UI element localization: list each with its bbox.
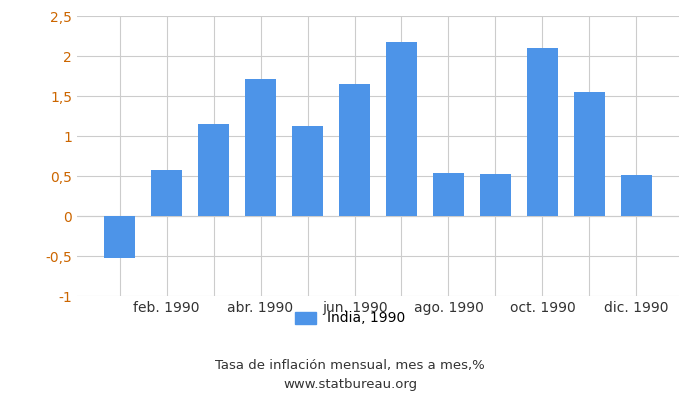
Bar — [245, 79, 276, 216]
Bar — [198, 124, 229, 216]
Bar — [386, 42, 416, 216]
Bar — [527, 48, 558, 216]
Text: www.statbureau.org: www.statbureau.org — [283, 378, 417, 391]
Bar — [621, 175, 652, 216]
Legend: India, 1990: India, 1990 — [289, 306, 411, 331]
Bar — [104, 216, 135, 258]
Bar — [151, 170, 182, 216]
Text: Tasa de inflación mensual, mes a mes,%: Tasa de inflación mensual, mes a mes,% — [215, 360, 485, 372]
Bar — [480, 174, 511, 216]
Bar — [340, 84, 370, 216]
Bar — [433, 173, 463, 216]
Bar — [574, 92, 605, 216]
Bar — [293, 126, 323, 216]
